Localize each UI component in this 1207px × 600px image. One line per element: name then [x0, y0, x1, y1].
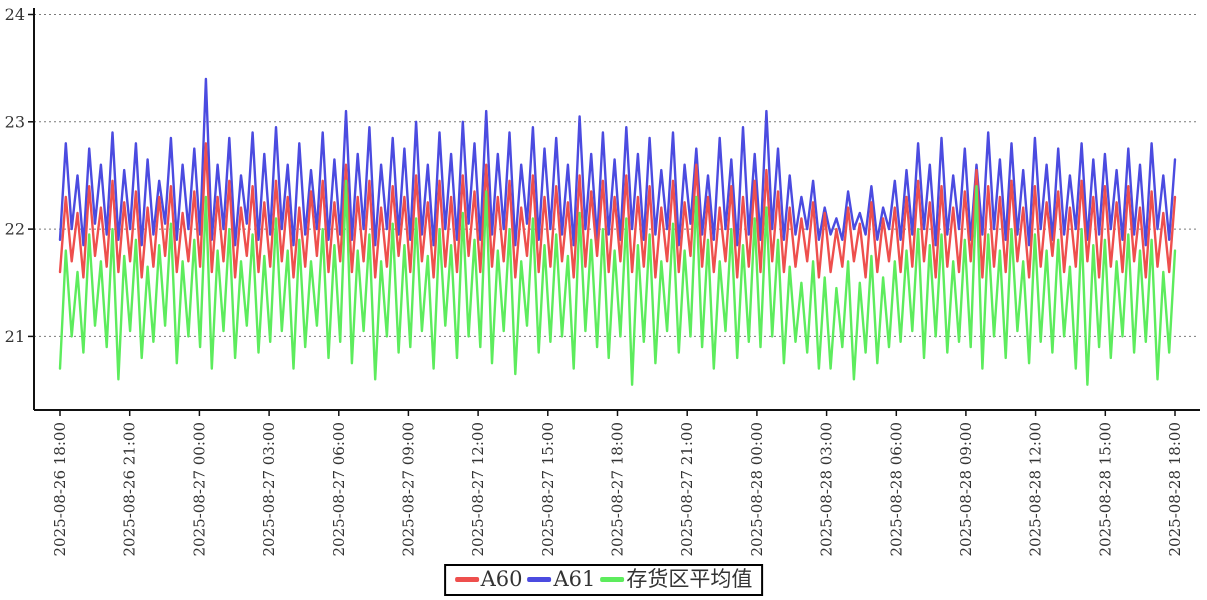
x-tick-label: 2025-08-27 12:00 — [469, 422, 487, 556]
x-tick-label: 2025-08-28 15:00 — [1096, 422, 1114, 556]
series-line-avg — [58, 179, 1177, 386]
legend-item-avg: 存货区平均值 — [600, 567, 753, 591]
legend-label-avg: 存货区平均值 — [626, 567, 753, 591]
x-tick-label: 2025-08-27 18:00 — [609, 422, 627, 556]
x-tick-label: 2025-08-27 00:00 — [190, 422, 208, 556]
x-tick-label: 2025-08-28 06:00 — [887, 422, 905, 556]
x-tick-label: 2025-08-28 09:00 — [957, 422, 975, 556]
series-line-a61 — [58, 77, 1177, 247]
y-tick-label: 23 — [5, 112, 25, 131]
x-tick-label: 2025-08-26 18:00 — [51, 422, 69, 556]
legend-label-a61: A61 — [553, 567, 596, 591]
x-tick-label: 2025-08-27 09:00 — [399, 422, 417, 556]
x-tick-label: 2025-08-28 00:00 — [748, 422, 766, 556]
x-tick-label: 2025-08-28 12:00 — [1027, 422, 1045, 556]
y-tick-label: 24 — [5, 5, 25, 24]
legend-item-a61: A61 — [527, 567, 596, 591]
x-tick-label: 2025-08-26 21:00 — [121, 422, 139, 556]
x-tick-label: 2025-08-28 18:00 — [1166, 422, 1184, 556]
legend-item-a60: A60 — [454, 567, 523, 591]
series-line-a60 — [58, 142, 1177, 279]
x-tick-label: 2025-08-27 21:00 — [678, 422, 696, 556]
legend-swatch-a61 — [527, 577, 552, 583]
legend-label-a60: A60 — [480, 567, 523, 591]
x-tick-label: 2025-08-27 15:00 — [539, 422, 557, 556]
chart-legend: A60 A61 存货区平均值 — [443, 564, 764, 597]
x-tick-label: 2025-08-27 03:00 — [260, 422, 278, 556]
x-tick-label: 2025-08-27 06:00 — [330, 422, 348, 556]
y-tick-label: 21 — [5, 327, 25, 346]
legend-swatch-a60 — [454, 577, 479, 583]
y-tick-label: 22 — [5, 220, 25, 239]
legend-swatch-avg — [600, 577, 625, 583]
x-tick-label: 2025-08-28 03:00 — [818, 422, 836, 556]
